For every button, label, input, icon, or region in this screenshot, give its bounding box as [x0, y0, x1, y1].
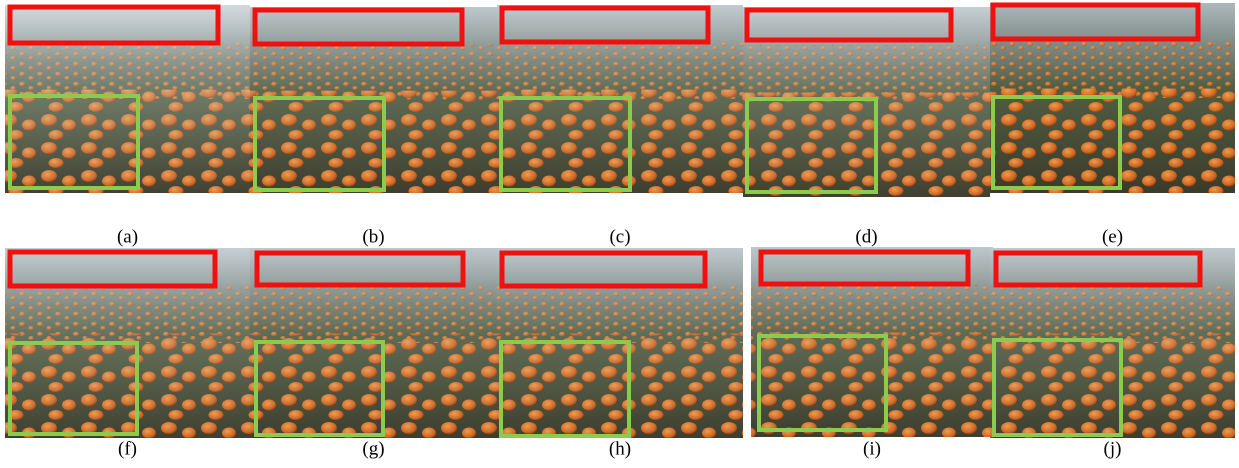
panel-caption: (i): [863, 438, 881, 459]
panel-caption: (c): [609, 226, 630, 247]
image-panel: (j): [990, 248, 1235, 459]
panel-caption: (e): [1102, 226, 1123, 247]
photo: [5, 5, 250, 193]
panel-caption: (g): [362, 438, 384, 459]
haze: [5, 5, 250, 193]
panel-caption: (b): [362, 226, 384, 247]
figure: (a) (b) (c) (d) (e) (f) (g) (h) (i) (j): [0, 0, 1239, 468]
panel-caption: (j): [1104, 438, 1122, 459]
image-panel: (a): [5, 5, 250, 247]
image-panel: (c): [497, 5, 743, 247]
image-panel: (g): [250, 248, 497, 459]
panel-caption: (d): [855, 226, 877, 247]
image-panel: (h): [497, 248, 743, 459]
image-panel: (d): [743, 7, 990, 247]
image-panel: (f): [5, 248, 250, 459]
panel-caption: (h): [609, 438, 631, 459]
panel-caption: (a): [117, 226, 138, 247]
image-panel: (e): [990, 3, 1235, 247]
panel-caption: (f): [118, 438, 137, 459]
image-panel: (i): [751, 247, 993, 459]
image-panel: (b): [250, 7, 497, 247]
photo: [751, 247, 993, 437]
haze: [751, 247, 993, 437]
